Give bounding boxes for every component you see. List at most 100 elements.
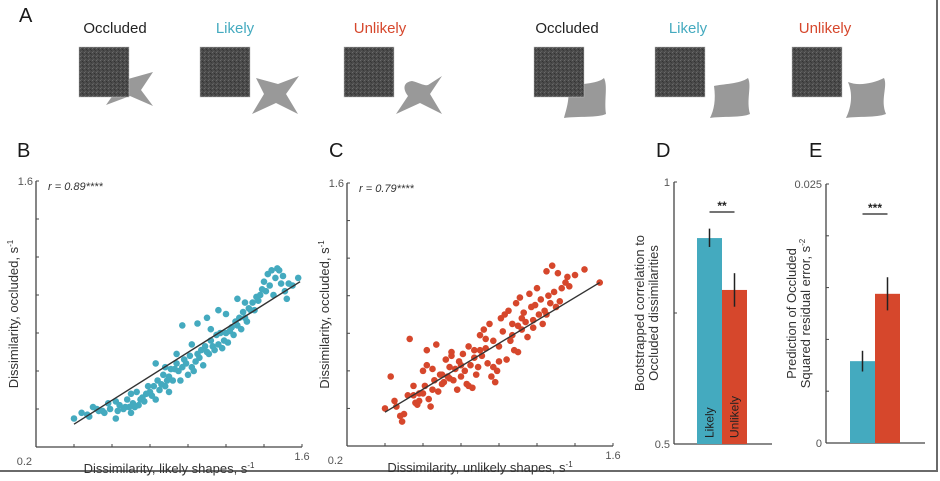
bar-chart-d: 0.5 1 Likely Unlikely ** Bootstrapped correla… <box>632 177 772 451</box>
y-axis-label-line1: Bootstrapped correlation to <box>632 235 647 391</box>
significance-stars: *** <box>868 201 882 215</box>
data-point <box>283 295 291 303</box>
data-point <box>218 344 226 352</box>
data-point <box>429 386 436 393</box>
correlation-annotation: r = 0.89**** <box>48 181 103 193</box>
bar-chart-e: 0 0.025 *** Prediction of Occluded Squared r… <box>784 179 925 450</box>
y-axis-label-superscript: -1 <box>317 240 326 248</box>
data-point <box>471 346 478 354</box>
data-point <box>509 320 516 328</box>
data-point <box>141 398 148 405</box>
data-point <box>476 331 484 339</box>
data-point <box>415 397 423 405</box>
data-point <box>581 266 588 273</box>
data-point <box>571 271 579 279</box>
data-point <box>234 295 241 303</box>
stimulus-label-occluded: Occluded <box>535 20 599 37</box>
data-point <box>205 350 213 358</box>
data-point <box>423 361 431 369</box>
bar-unlikely <box>875 293 900 443</box>
bar-likely <box>850 361 875 443</box>
x-tick-label: 0.2 <box>328 455 343 467</box>
data-point <box>391 397 398 405</box>
data-point <box>165 388 173 396</box>
data-point <box>127 390 135 398</box>
data-point <box>237 325 245 333</box>
data-point <box>529 324 537 331</box>
data-point <box>429 365 436 373</box>
data-point <box>135 401 142 409</box>
y-tick-label: 0.5 <box>655 439 670 451</box>
stimulus-star-occluded <box>78 46 153 106</box>
data-point <box>156 386 163 394</box>
data-point <box>186 352 194 360</box>
data-point <box>438 380 446 388</box>
data-point <box>239 308 247 316</box>
data-point <box>89 403 97 411</box>
occluder-square <box>78 46 130 98</box>
data-point <box>177 377 184 384</box>
data-point <box>243 318 251 325</box>
y-axis-label-text: Dissimilarity, occluded, s <box>6 246 21 388</box>
data-point <box>241 299 249 306</box>
data-point <box>537 296 545 303</box>
data-point <box>465 382 472 390</box>
bar-category-label: Unlikely <box>728 396 742 438</box>
data-point <box>196 354 203 362</box>
regression-line <box>73 281 301 425</box>
y-tick-label: 1.6 <box>329 178 344 190</box>
stimulus-star-unlikely <box>343 46 442 114</box>
rounded-shape <box>710 78 750 118</box>
data-point <box>434 388 442 395</box>
frame-right-border <box>936 0 938 470</box>
data-point <box>294 274 302 282</box>
data-point <box>503 356 510 363</box>
data-point <box>461 367 469 375</box>
panel-letter-a: A <box>19 5 33 27</box>
data-point <box>182 360 190 367</box>
data-point <box>173 360 180 367</box>
x-tick-label: 0.2 <box>17 456 32 468</box>
y-axis-label-line1: Prediction of Occluded <box>784 248 799 379</box>
data-point <box>512 299 520 307</box>
data-point <box>199 362 207 369</box>
data-point <box>203 314 211 322</box>
data-point <box>490 363 497 371</box>
data-point <box>446 375 453 382</box>
data-point <box>423 346 431 354</box>
data-point <box>268 267 275 274</box>
data-point <box>101 409 108 417</box>
data-point <box>490 337 497 345</box>
data-point <box>486 320 493 328</box>
x-axis-label: Dissimilarity, unlikely shapes, s-1 <box>387 460 573 475</box>
panel-letter-c: C <box>329 140 344 162</box>
y-tick-label: 0 <box>816 438 822 450</box>
y-axis-label-text: Dissimilarity, occluded, s <box>317 247 332 389</box>
data-point <box>152 396 159 403</box>
x-axis-label-text: Dissimilarity, likely shapes, s <box>84 461 248 476</box>
data-point <box>398 418 406 425</box>
data-point <box>272 274 279 282</box>
data-point <box>535 311 543 318</box>
data-point <box>194 320 201 327</box>
data-point <box>514 348 522 356</box>
occluder-square <box>791 46 843 98</box>
data-point <box>406 335 414 343</box>
data-point <box>144 382 152 390</box>
data-point <box>484 360 491 367</box>
panel-letter-b: B <box>17 140 31 162</box>
data-point <box>556 298 564 305</box>
data-point <box>533 284 541 292</box>
y-axis-label-line2-text: Occluded dissimilarities <box>646 245 661 381</box>
data-point <box>262 287 270 295</box>
data-point <box>505 307 512 315</box>
data-point <box>531 301 539 309</box>
data-point <box>427 403 434 410</box>
data-point <box>564 273 571 281</box>
data-point <box>207 325 215 333</box>
data-point <box>524 333 531 341</box>
data-point <box>550 288 558 296</box>
data-point <box>266 282 274 289</box>
data-point <box>150 382 158 390</box>
panel-letter-d: D <box>656 140 671 162</box>
